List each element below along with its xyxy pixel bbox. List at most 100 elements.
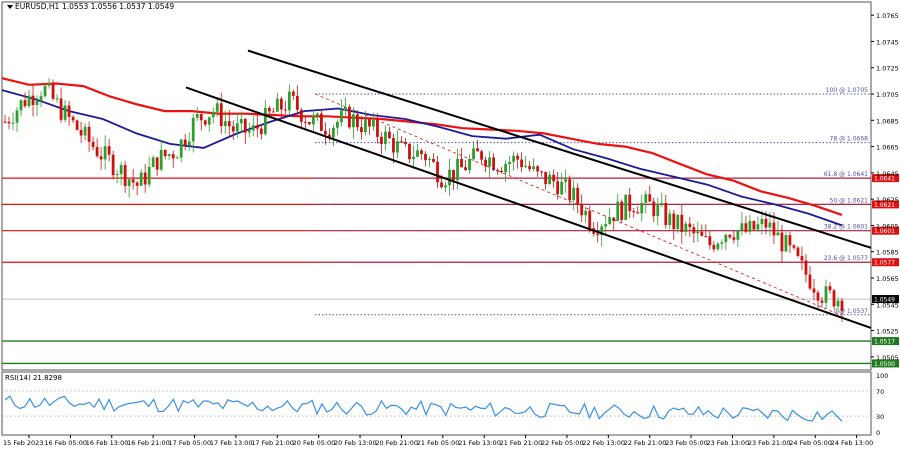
candle-body [331,127,335,138]
candle [724,233,728,251]
candle-body [299,109,303,122]
candle [436,156,439,188]
candle-body [203,120,207,125]
candle [712,240,716,253]
candle [488,151,491,178]
candle-body [91,141,95,148]
candle-body [111,154,115,176]
candle [684,221,688,237]
candle-body [75,120,79,130]
candle [752,220,756,231]
rsi-max-label: 100 [876,372,888,380]
candle [372,112,375,131]
x-tick-label: 16 Feb 05:00 [44,439,87,447]
candle [600,223,604,247]
candle-body [448,169,451,186]
candle-body [303,121,307,123]
candle [143,164,147,193]
candle [420,148,423,160]
candle [15,107,19,132]
candle [608,207,612,226]
candle [536,165,540,177]
candle-body [752,221,756,230]
candle-body [600,226,604,236]
candle-body [832,290,836,307]
candle [756,216,760,232]
candle-body [319,113,323,131]
candle-body [183,139,187,146]
candle [636,206,640,214]
candle [295,85,299,117]
candle [63,99,67,123]
candle [824,279,828,309]
candle-body [376,119,379,137]
x-tick-label: 20 Feb 05:00 [293,439,336,447]
candle [496,168,499,175]
candle-body [556,181,560,195]
candle [424,151,427,167]
candle [792,244,796,251]
candle [728,233,732,240]
resistance-price-tag [872,258,899,267]
x-tick-label: 24 Feb 05:00 [789,439,832,447]
candle-body [211,111,215,118]
candle [776,220,780,236]
candle [267,105,271,114]
candle [544,171,548,190]
candle [360,116,363,140]
candle [31,84,35,117]
candle-body [804,260,808,275]
candle-body [500,170,503,173]
candle-body [83,126,87,136]
candle [668,209,672,230]
candle-body [199,114,203,121]
y-tick-label: 1.0665 [876,144,899,152]
candle [816,290,820,308]
y-tick-label: 1.0745 [876,38,899,46]
candle-body [7,121,11,124]
ma-fast-line [1,89,843,227]
candle [412,145,415,169]
resistance-price-label: 1.0641 [874,176,895,183]
candle-body [155,157,159,170]
candle-body [15,110,19,123]
x-tick-label: 21 Feb 13:00 [458,439,501,447]
candle-body [95,147,99,157]
candle [139,169,143,187]
candle-body [79,129,83,136]
candle [223,110,227,135]
candle-body [676,214,680,230]
candle-body [508,161,512,165]
candle [828,282,832,294]
candle-body [388,131,391,139]
candle-body [167,154,171,156]
candle [91,136,95,151]
candle-body [524,166,528,168]
candle [311,110,315,131]
fib-level-label: 50 @ 1.0621 [830,197,869,204]
candle-body [776,232,780,236]
candle [660,192,664,208]
candle [348,104,351,129]
candle-body [151,157,155,167]
collapse-triangle-icon[interactable] [7,5,13,9]
candle-body [764,218,768,228]
candle [227,109,231,137]
x-tick-label: 20 Feb 21:00 [375,439,418,447]
candle [652,197,656,223]
candle-body [816,292,820,301]
candle [199,113,203,131]
candle [107,138,111,162]
candle-body [283,109,287,111]
candle-body [660,202,664,205]
fib-level-label: 23.6 @ 1.0577 [824,255,868,262]
current-price-label: 1.0549 [874,297,895,304]
candle [243,118,247,145]
candle-body [71,116,75,121]
candle-body [348,106,351,128]
candle-body [584,210,588,216]
x-tick-label: 15 Feb 2023 [3,439,43,447]
candle-body [340,110,343,123]
candle [508,155,512,175]
